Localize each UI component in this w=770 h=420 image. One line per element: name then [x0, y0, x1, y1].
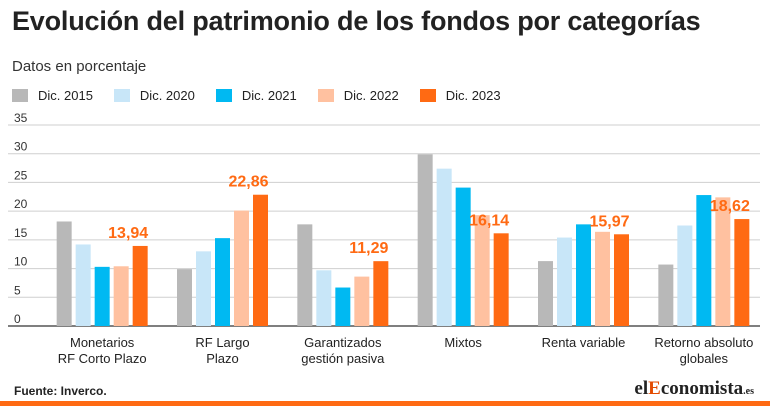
- y-tick-label: 35: [14, 111, 28, 125]
- bar: [493, 233, 509, 326]
- bar: [715, 197, 731, 326]
- legend-item-2015: Dic. 2015: [12, 88, 93, 103]
- legend: Dic. 2015 Dic. 2020 Dic. 2021 Dic. 2022 …: [12, 88, 522, 103]
- x-tick-label: Monetarios: [70, 335, 135, 350]
- data-label: 11,29: [349, 240, 388, 257]
- bar: [177, 269, 192, 326]
- x-tick-label: Retorno absoluto: [654, 335, 753, 350]
- brand-logo: elEconomista.es: [634, 378, 754, 400]
- y-tick-label: 15: [14, 226, 28, 240]
- data-label: 22,86: [228, 174, 268, 191]
- legend-label: Dic. 2015: [38, 88, 93, 103]
- x-tick-label: Mixtos: [444, 335, 482, 350]
- bar: [316, 270, 332, 326]
- x-tick-label: RF Largo: [195, 335, 249, 350]
- data-label: 13,94: [108, 225, 148, 242]
- bar: [557, 237, 572, 326]
- legend-swatch: [215, 89, 232, 102]
- bar: [234, 210, 249, 326]
- bar: [538, 261, 553, 326]
- legend-label: Dic. 2022: [343, 88, 399, 103]
- legend-label: Dic. 2020: [139, 88, 195, 103]
- bar: [373, 261, 389, 326]
- bar: [75, 244, 91, 326]
- legend-item-2020: Dic. 2020: [113, 88, 195, 103]
- x-tick-label: Renta variable: [542, 335, 626, 350]
- bar: [132, 245, 148, 326]
- bar: [734, 219, 750, 326]
- bar: [56, 221, 72, 326]
- y-tick-label: 30: [14, 140, 28, 154]
- legend-swatch: [317, 89, 334, 102]
- data-label: 15,97: [589, 213, 629, 230]
- bar: [354, 276, 370, 326]
- y-tick-label: 0: [14, 312, 21, 326]
- x-tick-label: globales: [680, 351, 729, 366]
- bar: [614, 234, 629, 326]
- bar: [658, 264, 674, 326]
- bar: [595, 231, 610, 326]
- bar: [94, 266, 110, 326]
- y-tick-label: 10: [14, 255, 28, 269]
- bar: [455, 187, 471, 326]
- data-label: 18,62: [710, 198, 750, 215]
- bar: [677, 225, 693, 326]
- brand-rest: conomista: [660, 378, 744, 399]
- bar: [436, 168, 452, 326]
- bar: [297, 224, 313, 326]
- x-tick-label: Plazo: [206, 351, 239, 366]
- data-label: 16,14: [469, 212, 509, 229]
- legend-label: Dic. 2023: [445, 88, 501, 103]
- legend-swatch: [419, 89, 436, 102]
- bar: [196, 251, 211, 326]
- chart-title: Evolución del patrimonio de los fondos p…: [12, 6, 701, 36]
- x-tick-label: RF Corto Plazo: [58, 351, 147, 366]
- y-tick-label: 25: [14, 168, 28, 182]
- source-note: Fuente: Inverco.: [14, 384, 107, 398]
- bar: [474, 215, 490, 326]
- bar: [696, 195, 712, 326]
- bar: [253, 194, 268, 326]
- legend-item-2022: Dic. 2022: [317, 88, 399, 103]
- legend-label: Dic. 2021: [241, 88, 297, 103]
- legend-swatch: [12, 89, 28, 102]
- bar: [215, 238, 230, 326]
- bar: [335, 287, 351, 326]
- bar: [576, 224, 591, 326]
- y-tick-label: 20: [14, 197, 28, 211]
- y-tick-label: 5: [14, 283, 21, 297]
- chart-subtitle: Datos en porcentaje: [12, 58, 147, 75]
- bar: [113, 266, 129, 326]
- brand-suffix: .es: [743, 386, 754, 397]
- legend-item-2023: Dic. 2023: [419, 88, 501, 103]
- legend-swatch: [113, 89, 130, 102]
- brand-prefix: el: [634, 378, 649, 399]
- footer-accent-bar: [0, 401, 770, 406]
- x-tick-label: Garantizados: [304, 335, 382, 350]
- bar: [417, 154, 433, 326]
- brand-highlight: E: [648, 378, 661, 399]
- legend-item-2021: Dic. 2021: [215, 88, 297, 103]
- x-tick-label: gestión pasiva: [301, 351, 385, 366]
